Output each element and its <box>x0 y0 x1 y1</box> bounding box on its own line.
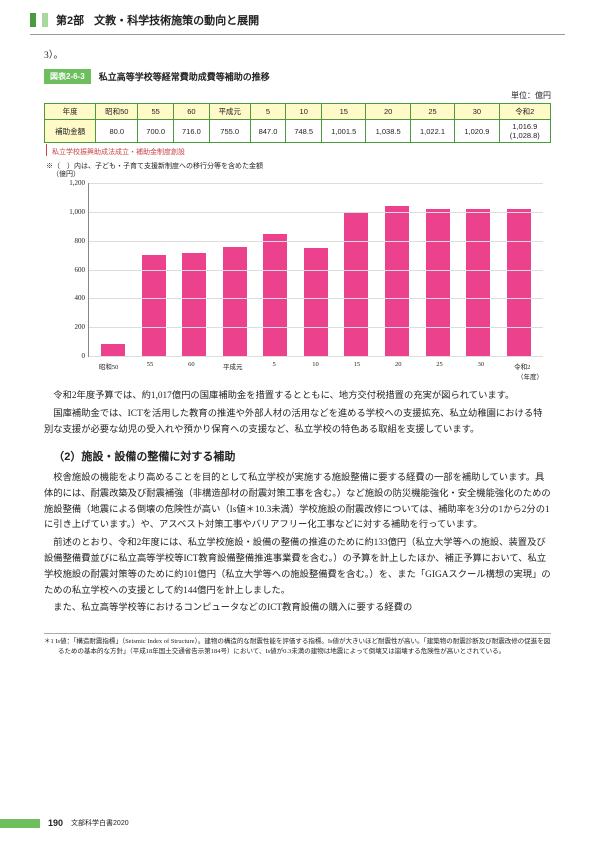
row-label: 補助金額 <box>45 120 96 143</box>
page-footer: 190 文部科学白書2020 <box>0 818 129 828</box>
subsidy-table: 年度 昭和50 55 60 平成元 5 10 15 20 25 30 令和2 補… <box>44 103 551 143</box>
gridline <box>89 270 543 271</box>
td: 1,020.9 <box>455 120 499 143</box>
bar <box>101 344 125 356</box>
x-tick-label: 30 <box>469 361 493 371</box>
th: 年度 <box>45 104 96 120</box>
th: 5 <box>250 104 286 120</box>
y-tick-label: 1,200 <box>49 179 89 187</box>
paragraph: 国庫補助金では、ICTを活用した教育の推進や外部人材の活用などを進める学校への支… <box>44 407 551 439</box>
table-data-row: 補助金額 80.0 700.0 716.0 755.0 847.0 748.5 … <box>45 120 551 143</box>
figure-title: 私立高等学校等経常費助成費等補助の推移 <box>99 70 270 83</box>
x-tick-label: 15 <box>345 361 369 371</box>
paragraph: 前述のとおり、令和2年度には、私立学校施設・設備の整備の推進のために約133億円… <box>44 536 551 599</box>
document-title: 文部科学白書2020 <box>71 818 129 828</box>
bar <box>344 212 368 356</box>
x-tick-label: 20 <box>386 361 410 371</box>
th: 20 <box>366 104 410 120</box>
gridline <box>89 298 543 299</box>
th: 昭和50 <box>96 104 138 120</box>
y-tick-label: 600 <box>49 266 89 274</box>
x-labels: 昭和50 55 60 平成元 5 10 15 20 25 30 令和2 <box>88 361 543 371</box>
x-tick-label: 令和2 <box>510 361 534 371</box>
bar <box>263 234 287 356</box>
x-tick-label: 10 <box>303 361 327 371</box>
td: 700.0 <box>138 120 174 143</box>
x-tick-label: 昭和50 <box>97 361 121 371</box>
bar <box>466 209 490 356</box>
continuation-text: 3）。 <box>44 47 551 61</box>
chapter-title: 文教・科学技術施策の動向と展開 <box>94 12 259 28</box>
table-footnote: ※（ ）内は、子ども・子育て支援新制度への移行分等を含めた金額 <box>46 161 551 171</box>
header-accent-dark <box>30 13 36 27</box>
bar <box>223 247 247 356</box>
table-header-row: 年度 昭和50 55 60 平成元 5 10 15 20 25 30 令和2 <box>45 104 551 120</box>
x-tick-label: 60 <box>179 361 203 371</box>
y-tick-label: 800 <box>49 237 89 245</box>
page-number: 190 <box>48 818 63 828</box>
table-red-note: 私立学校振興助成法成立・補助金制度創設 <box>52 147 551 157</box>
gridline <box>89 241 543 242</box>
bar <box>182 253 206 356</box>
y-axis-label: （億円） <box>52 169 80 179</box>
page-header: 第2部 文教・科学技術施策の動向と展開 <box>0 0 595 32</box>
x-tick-label: 平成元 <box>221 361 245 371</box>
y-tick-label: 1,000 <box>49 208 89 216</box>
section-heading: （2）施設・設備の整備に対する補助 <box>44 448 551 467</box>
td: 1,038.5 <box>366 120 410 143</box>
td: 1,001.5 <box>322 120 366 143</box>
th: 30 <box>455 104 499 120</box>
x-tick-label: 5 <box>262 361 286 371</box>
figure-tag: 図表2-6-3 <box>44 69 91 84</box>
td: 1,016.9 (1,028.8) <box>499 120 550 143</box>
chart-plot-area: 02004006008001,0001,200 <box>88 183 543 357</box>
gridline <box>89 212 543 213</box>
bar <box>385 206 409 356</box>
th: 55 <box>138 104 174 120</box>
table-unit: 単位：億円 <box>44 90 551 101</box>
footnote-rule <box>44 633 551 634</box>
th: 10 <box>286 104 322 120</box>
td: 716.0 <box>174 120 210 143</box>
th: 令和2 <box>499 104 550 120</box>
th: 25 <box>410 104 454 120</box>
x-tick-label: 55 <box>138 361 162 371</box>
footer-accent <box>0 819 40 828</box>
paragraph: 校舎施設の機能をより高めることを目的として私立学校が実施する施設整備に要する経費… <box>44 471 551 534</box>
bar <box>304 248 328 356</box>
th: 15 <box>322 104 366 120</box>
y-tick-label: 400 <box>49 294 89 302</box>
th: 60 <box>174 104 210 120</box>
y-tick-label: 200 <box>49 323 89 331</box>
x-axis-unit: （年度） <box>517 371 543 381</box>
td: 755.0 <box>209 120 250 143</box>
td: 1,022.1 <box>410 120 454 143</box>
x-tick-label: 25 <box>428 361 452 371</box>
gridline <box>89 327 543 328</box>
figure-label-row: 図表2-6-3 私立高等学校等経常費助成費等補助の推移 <box>44 69 551 84</box>
gridline <box>89 183 543 184</box>
part-label: 第2部 <box>56 12 84 28</box>
y-tick-label: 0 <box>49 352 89 360</box>
bar <box>507 209 531 356</box>
header-accent-light <box>42 13 48 27</box>
td: 748.5 <box>286 120 322 143</box>
bar-chart: （億円） 02004006008001,0001,200 昭和505560平成元… <box>44 179 551 379</box>
footnote-text: ＊1 Is値：「構造耐震指標」（Seismic Index of Structu… <box>44 637 551 657</box>
paragraph: 令和2年度予算では、約1,017億円の国庫補助金を措置するとともに、地方交付税措… <box>44 389 551 405</box>
gridline <box>89 356 543 357</box>
td: 80.0 <box>96 120 138 143</box>
body-text: 令和2年度予算では、約1,017億円の国庫補助金を措置するとともに、地方交付税措… <box>44 389 551 617</box>
th: 平成元 <box>209 104 250 120</box>
paragraph: また、私立高等学校等におけるコンピュータなどのICT教育設備の購入に要する経費の <box>44 601 551 617</box>
bar <box>426 209 450 356</box>
td: 847.0 <box>250 120 286 143</box>
